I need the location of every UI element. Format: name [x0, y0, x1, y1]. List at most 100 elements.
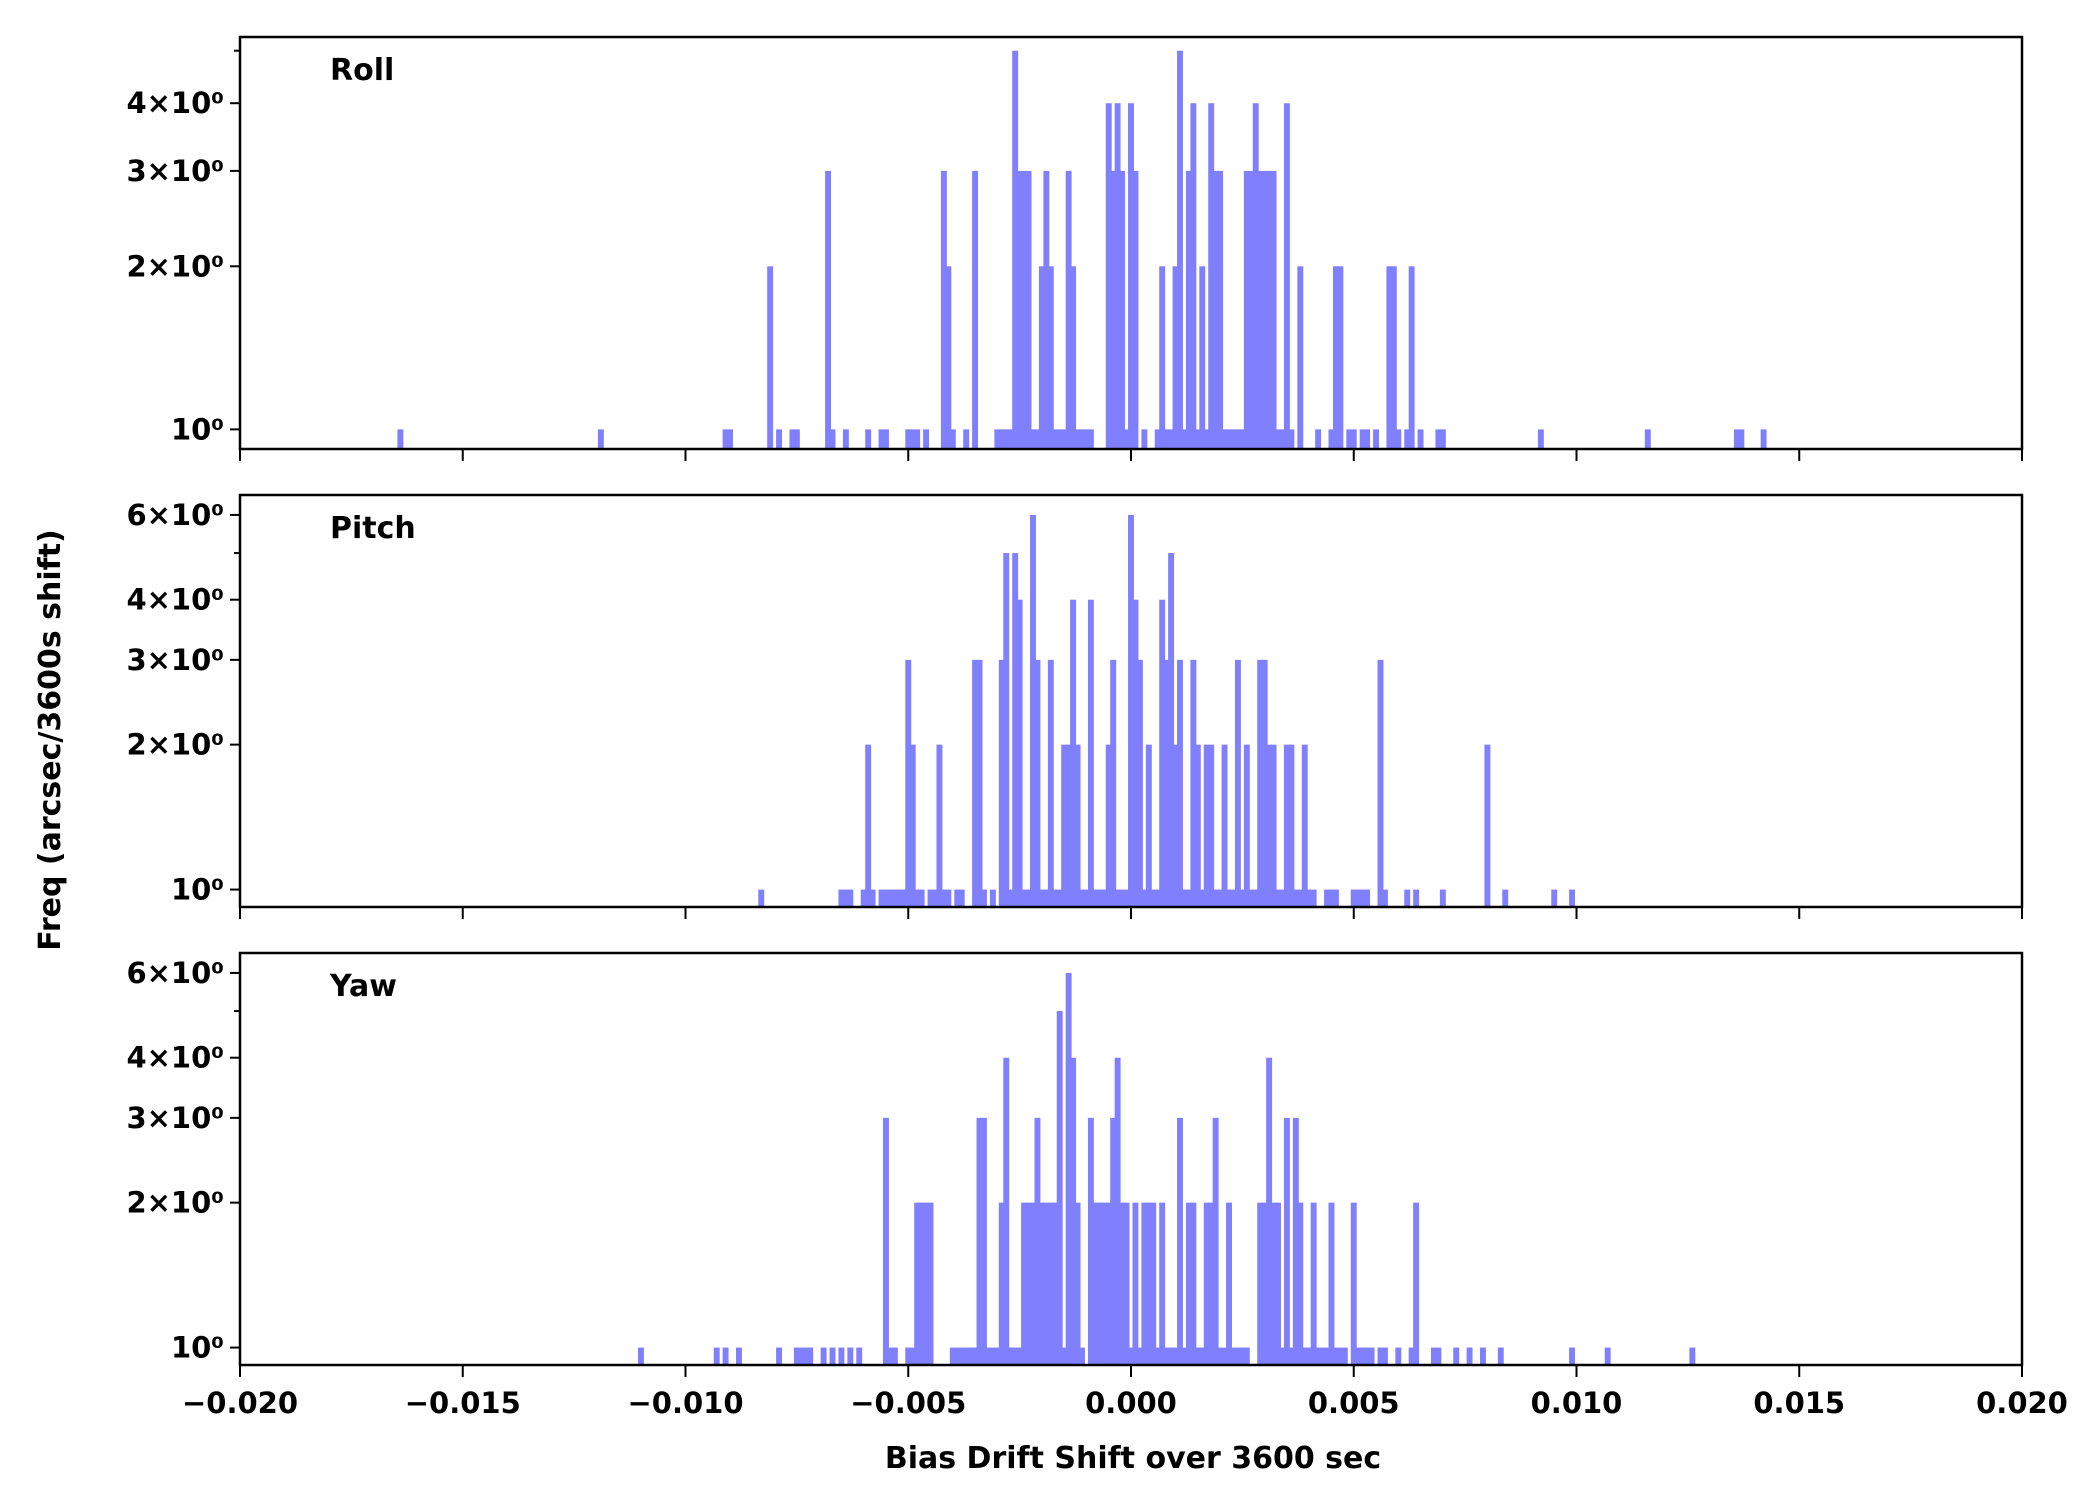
- histogram-bar: [1128, 103, 1134, 449]
- histogram-bar: [1038, 889, 1045, 907]
- histogram-bar: [1119, 1202, 1126, 1365]
- histogram-bar: [1395, 429, 1402, 449]
- histogram-bar: [936, 744, 943, 907]
- histogram-bar: [1288, 429, 1295, 449]
- histogram-bar: [793, 1347, 800, 1365]
- histogram-bar: [860, 889, 867, 907]
- histogram-bar: [1221, 744, 1228, 907]
- y-tick-label: 6×10⁰: [126, 498, 224, 532]
- histogram-bar: [1065, 972, 1072, 1365]
- histogram-bar: [1168, 429, 1175, 449]
- histogram-bar: [1154, 1347, 1161, 1365]
- panel-label: Roll: [330, 53, 394, 88]
- histogram-bar: [1234, 1347, 1241, 1365]
- histogram-bar: [1087, 429, 1094, 449]
- histogram-bar: [1484, 744, 1491, 907]
- histogram-bar: [914, 889, 921, 907]
- histogram-bar: [1212, 170, 1219, 449]
- histogram-bar: [923, 429, 930, 449]
- histogram-bar: [1252, 889, 1259, 907]
- histogram-bar: [1163, 429, 1170, 449]
- histogram-bar: [1328, 889, 1335, 907]
- histogram-bar: [1105, 1202, 1112, 1365]
- histogram-bar: [1413, 889, 1420, 907]
- histogram-bar: [1172, 266, 1179, 449]
- histogram-bar: [1056, 429, 1063, 449]
- histogram-bar: [887, 1347, 894, 1365]
- histogram-bar: [1003, 553, 1010, 907]
- histogram-bar: [1177, 50, 1183, 449]
- y-tick-label: 10⁰: [171, 873, 224, 907]
- histogram-bar: [891, 889, 898, 907]
- histogram-bar: [909, 429, 916, 449]
- histogram-bar: [1270, 744, 1277, 907]
- histogram-bar: [1208, 1202, 1215, 1365]
- histogram-bar: [1479, 1347, 1486, 1365]
- histogram-bar: [1185, 889, 1192, 907]
- histogram-bar: [1092, 889, 1099, 907]
- histogram-bar: [1266, 170, 1273, 449]
- histogram-bar: [1328, 1202, 1335, 1365]
- histogram-bar: [1203, 429, 1210, 449]
- histogram-bar: [1150, 1202, 1157, 1365]
- histogram-bar: [918, 889, 925, 907]
- histogram-bar: [883, 429, 889, 449]
- histogram-bar: [1270, 1202, 1277, 1365]
- histogram-bar: [838, 889, 845, 907]
- histogram-bar: [976, 1117, 983, 1365]
- histogram-bar: [878, 429, 885, 449]
- histogram-bar: [1297, 889, 1304, 907]
- histogram-bar: [1056, 1011, 1063, 1365]
- histogram-bar: [998, 659, 1005, 907]
- histogram-bar: [1136, 1347, 1143, 1365]
- histogram-bar: [1021, 1202, 1028, 1365]
- x-tick-label: 0.005: [1308, 1386, 1400, 1420]
- histogram-bar: [847, 889, 854, 907]
- histogram-bar: [1217, 1347, 1224, 1365]
- histogram-bar: [949, 429, 956, 449]
- histogram-bar: [1105, 744, 1112, 907]
- y-axis-label: Freq (arcsec/3600s shift): [33, 529, 68, 951]
- histogram-bar: [1105, 103, 1112, 449]
- y-tick-label: 2×10⁰: [126, 728, 224, 762]
- histogram-bar: [1012, 1347, 1019, 1365]
- histogram-bar: [736, 1347, 742, 1365]
- histogram-bar: [1239, 889, 1246, 907]
- histogram-bar: [989, 889, 996, 907]
- histogram-bar: [1364, 429, 1371, 449]
- x-tick-label: −0.010: [627, 1386, 743, 1420]
- histogram-bar: [1328, 429, 1335, 449]
- histogram-bar: [1025, 889, 1032, 907]
- histogram-bar: [1279, 889, 1286, 907]
- histogram-bar: [981, 889, 987, 907]
- histogram-bar: [1181, 429, 1188, 449]
- histogram-bar: [1359, 429, 1366, 449]
- histogram-bar: [1230, 429, 1237, 449]
- histogram-bar: [1012, 553, 1019, 907]
- histogram-bar: [1052, 889, 1059, 907]
- histogram-bar: [1061, 744, 1068, 907]
- histogram-bar: [1279, 1347, 1286, 1365]
- histogram-bar: [1337, 266, 1344, 449]
- histogram-bar: [1003, 429, 1010, 449]
- histogram-bar: [1203, 1202, 1210, 1365]
- histogram-bar: [1119, 889, 1126, 907]
- histogram-bar: [807, 1347, 814, 1365]
- histogram-bar: [1292, 889, 1299, 907]
- histogram-bar: [1226, 429, 1232, 449]
- y-tick-label: 4×10⁰: [126, 583, 224, 617]
- histogram-bar: [1417, 429, 1424, 449]
- histogram-bar: [1016, 1347, 1023, 1365]
- histogram-bar: [1377, 1347, 1384, 1365]
- histogram-bar: [1435, 429, 1442, 449]
- histogram-bar: [1355, 889, 1362, 907]
- histogram-bar: [1569, 889, 1576, 907]
- histogram-bar: [1159, 1202, 1166, 1365]
- histogram-bar: [1275, 889, 1281, 907]
- histogram-bar: [829, 1347, 836, 1365]
- histogram-bar: [1430, 1347, 1437, 1365]
- histogram-bar: [842, 889, 849, 907]
- histogram-bar: [1644, 429, 1651, 449]
- histogram-bar: [1065, 170, 1072, 449]
- histogram-bar: [1332, 1347, 1339, 1365]
